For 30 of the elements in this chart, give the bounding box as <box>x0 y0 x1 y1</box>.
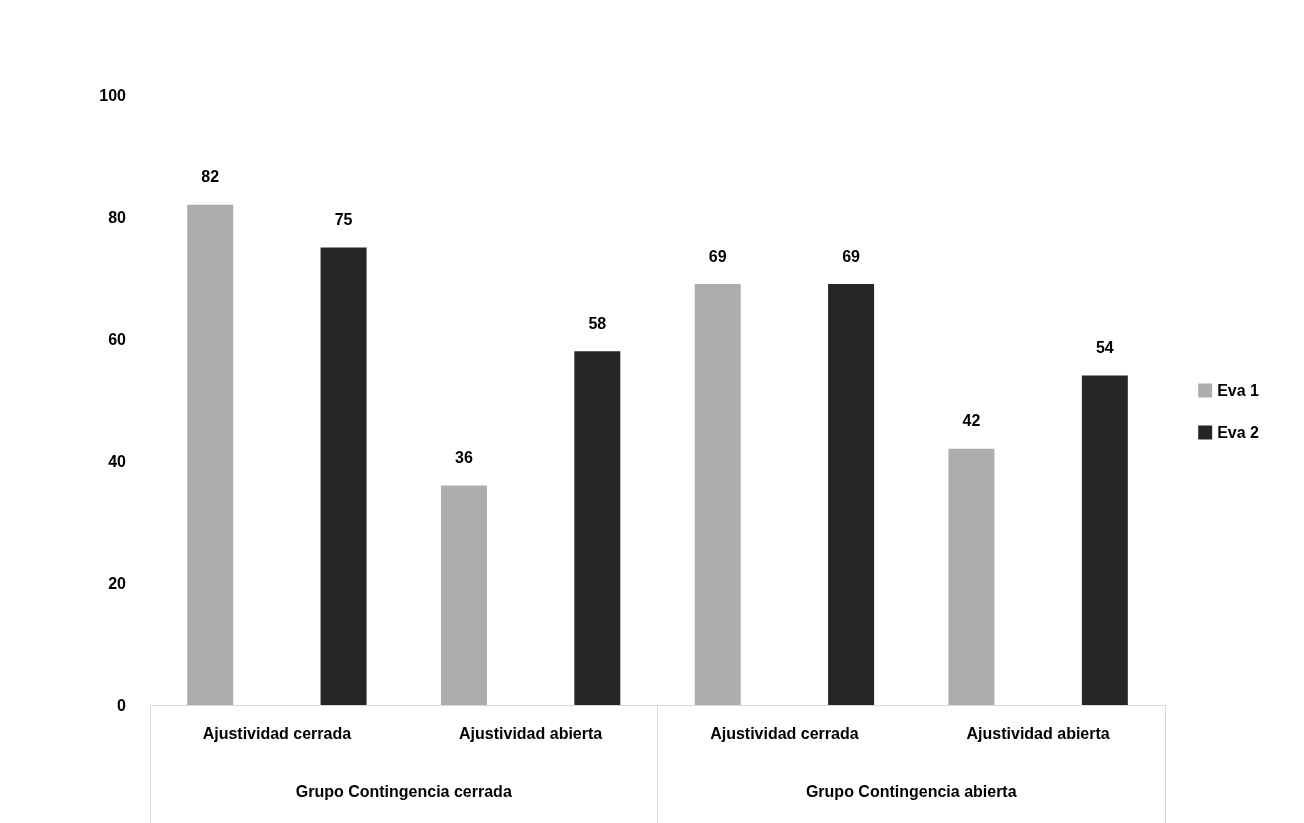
bar <box>1081 375 1128 705</box>
data-label: 75 <box>334 211 353 228</box>
data-label: 82 <box>201 168 220 186</box>
legend-label: Eva 1 <box>1217 382 1260 399</box>
data-label: 54 <box>1095 339 1114 357</box>
y-tick-label: 80 <box>108 208 127 226</box>
bar <box>828 284 875 705</box>
legend-label: Eva 2 <box>1217 424 1260 441</box>
x-tick-label: Ajustividad cerrada <box>710 724 859 742</box>
y-tick-label: 40 <box>108 452 127 470</box>
x-tick-label: Ajustividad cerrada <box>202 724 352 742</box>
y-tick-label: 100 <box>99 86 127 104</box>
y-tick-label: 60 <box>108 330 127 348</box>
data-label: 69 <box>842 247 861 265</box>
text: Grupo Contingencia cerrada <box>295 782 512 800</box>
y-tick-label: 20 <box>108 574 127 592</box>
x-tick-label: Ajustividad abierta <box>459 724 603 742</box>
bar <box>320 247 367 705</box>
bar <box>574 351 621 705</box>
data-label: 58 <box>588 314 607 332</box>
text: Grupo Contingencia abierta <box>805 782 1017 800</box>
x-tick-label: Ajustividad abierta <box>966 724 1110 742</box>
bar <box>440 485 487 705</box>
data-label: 69 <box>708 247 727 265</box>
bar <box>948 448 995 705</box>
data-label: 42 <box>962 412 981 430</box>
y-tick-label: 0 <box>117 696 127 714</box>
bar <box>187 204 234 705</box>
bar <box>694 284 741 705</box>
data-label: 36 <box>455 448 473 466</box>
